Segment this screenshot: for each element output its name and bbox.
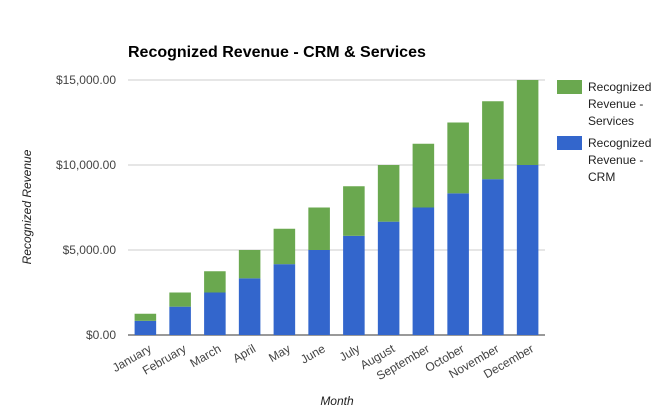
legend-label: Recognized Revenue -Services (588, 80, 651, 128)
bar-recognized-revenue-crm-april (238, 278, 261, 335)
x-tick-label: March (187, 341, 223, 370)
bar-recognized-revenue-crm-july (343, 235, 365, 335)
bar-recognized-revenue-services-september (412, 143, 435, 208)
x-tick-label: June (298, 341, 328, 366)
y-tick-label: $0.00 (86, 328, 116, 342)
x-tick-label: April (230, 341, 258, 365)
bar-recognized-revenue-services-august (377, 165, 400, 222)
bar-recognized-revenue-crm-august (377, 221, 400, 335)
chart-title: Recognized Revenue - CRM & Services (128, 44, 426, 61)
bar-recognized-revenue-crm-november (482, 179, 504, 335)
legend-swatch (557, 80, 582, 94)
bar-recognized-revenue-crm-january (134, 320, 157, 335)
bars (134, 80, 539, 335)
y-axis-label: Recognized Revenue (20, 149, 34, 264)
bar-recognized-revenue-services-february (169, 292, 191, 307)
bar-recognized-revenue-crm-june (308, 250, 330, 335)
bar-recognized-revenue-services-june (308, 207, 330, 250)
bar-recognized-revenue-services-november (482, 101, 504, 180)
x-axis-label: Month (320, 394, 354, 408)
y-tick-label: $5,000.00 (63, 243, 117, 257)
x-tick-label: May (266, 341, 293, 364)
bar-recognized-revenue-services-may (273, 228, 296, 265)
legend: Recognized Revenue -Services Recognized Rev… (557, 80, 651, 184)
bar-recognized-revenue-crm-october (447, 193, 469, 335)
bar-recognized-revenue-crm-september (412, 207, 435, 335)
bar-recognized-revenue-services-october (447, 122, 469, 194)
y-axis-ticks: $0.00 $5,000.00 $10,000.00 $15,000.00 (56, 73, 116, 342)
y-tick-label: $15,000.00 (56, 73, 116, 87)
y-tick-label: $10,000.00 (56, 158, 116, 172)
bar-recognized-revenue-crm-may (273, 264, 296, 335)
bar-recognized-revenue-services-december (516, 80, 539, 165)
legend-label: Recognized Revenue -CRM (588, 136, 651, 184)
legend-swatch (557, 136, 582, 150)
bar-recognized-revenue-crm-december (516, 165, 539, 335)
bar-recognized-revenue-services-july (343, 186, 365, 236)
bar-recognized-revenue-services-march (204, 271, 226, 293)
bar-recognized-revenue-services-january (134, 313, 157, 321)
bar-recognized-revenue-crm-february (169, 306, 191, 335)
gridlines (128, 79, 545, 336)
bar-recognized-revenue-services-april (238, 250, 261, 279)
bar-recognized-revenue-crm-march (204, 292, 226, 335)
